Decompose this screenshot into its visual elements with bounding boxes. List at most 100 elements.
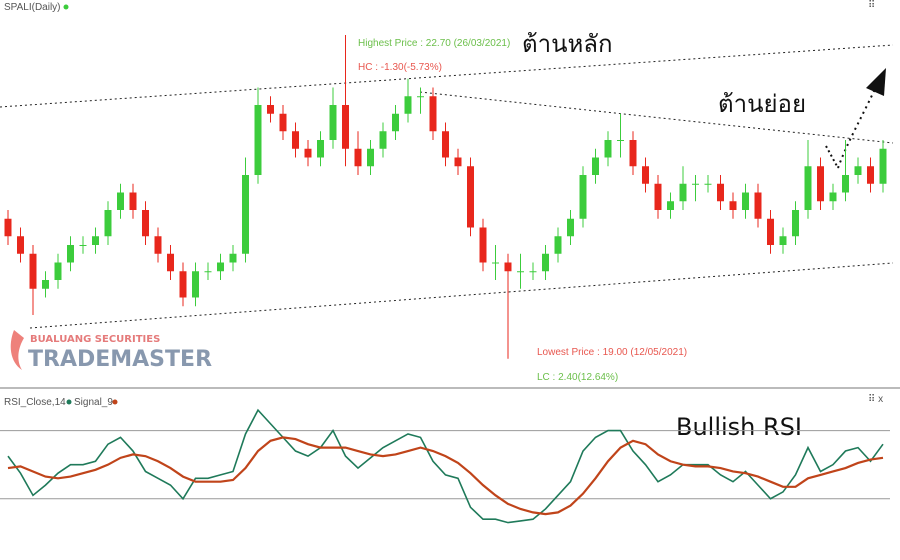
candle-body [454,157,462,167]
highest-price: Highest Price : 22.70 (26/03/2021) [358,38,510,49]
candle-body [267,105,274,114]
candle-body [204,271,212,273]
series-line [7,408,884,524]
candle-body [92,236,99,245]
candle-body [167,253,174,272]
candle-body [829,192,837,202]
candle-body [229,253,237,263]
candle-body [79,245,87,246]
candle-body [354,148,362,167]
candle-body [492,262,499,264]
candle-body [879,148,887,184]
lowest-price: Lowest Price : 19.00 (12/05/2021) [537,347,687,358]
candle-body [817,166,824,202]
watermark-top: BUALUANG SECURITIES [30,334,160,345]
candle-body [854,166,862,175]
candle-body [17,236,24,254]
minor-resistance-label: ต้านย่อย [718,90,806,118]
candle-body [67,245,74,263]
candle-body [642,166,649,184]
candle-body [567,218,574,237]
candle-body [604,140,612,158]
candle-body [504,262,512,272]
candle-body [479,227,487,263]
watermark-main: TRADEMASTER [28,347,212,372]
chart-title: SPALI(Daily) [4,2,61,13]
candle-body [754,192,762,219]
candle-body [792,210,799,237]
candle-body [629,140,637,167]
candle-body [317,140,324,158]
minor-resistance [419,91,894,144]
candle-body [42,280,49,289]
candle-body [404,96,412,114]
candle-body [54,262,62,280]
candle-body [429,96,437,132]
main-resistance [0,44,894,108]
candle-body [592,157,599,175]
signal-legend-name: Signal_9 [74,397,113,408]
candle-body [617,140,624,141]
candle-body [417,96,424,98]
candle-body [704,183,712,185]
logo-icon [10,330,24,370]
candle-body [742,192,749,210]
candle-body [517,271,524,273]
candle-body [767,218,774,245]
candle-body [142,210,149,237]
candle-body [804,166,812,210]
candle-body [192,271,199,298]
candle-body [29,253,37,289]
candle-body [4,218,12,237]
candle-body [679,183,687,202]
main-resistance-label: ต้านหลัก [522,30,613,58]
signal-legend-dot [112,399,118,405]
candle-body [367,148,374,167]
candle-body [179,271,187,298]
support-line [29,262,894,329]
candle-body [279,113,287,132]
candle-body [654,183,662,210]
candle-body [867,166,874,184]
rsi-panel [0,408,890,524]
candle-body [329,105,337,140]
candle-body [392,113,399,132]
panel-icon: ⠿ x [868,394,883,405]
candle-body [292,131,299,149]
candle-body [242,175,249,254]
candle-body [117,192,124,210]
candle-body [554,236,562,254]
candle-body [717,183,724,202]
candle-body [467,166,474,228]
candle-body [542,253,549,272]
title-dot [63,4,69,10]
candle-body [217,262,224,272]
series-line [7,436,884,516]
candle-body [692,183,699,185]
panel-icon: ⠿ [868,0,875,11]
candle-body [104,210,112,237]
candle-body [442,131,449,158]
candle-body [129,192,137,210]
arrow-tail [825,145,839,169]
candle-body [154,236,162,254]
candle-body [379,131,387,149]
candle-body [579,175,587,219]
candle-body [254,105,262,175]
rsi-annotation: Bullish RSI [676,413,802,441]
candle-body [842,175,849,193]
candle-body [779,236,787,245]
rsi-legend-name: RSI_Close,14 [4,397,66,408]
candle-body [342,105,349,149]
rsi-legend-dot [66,399,72,405]
candle-body [304,148,312,158]
candle-body [667,201,674,210]
candle-body [529,271,537,273]
hc-change: HC : -1.30(-5.73%) [358,62,442,73]
candles [4,35,887,359]
arrow-head [866,68,886,96]
lc-change: LC : 2.40(12.64%) [537,372,618,383]
candle-body [729,201,737,210]
